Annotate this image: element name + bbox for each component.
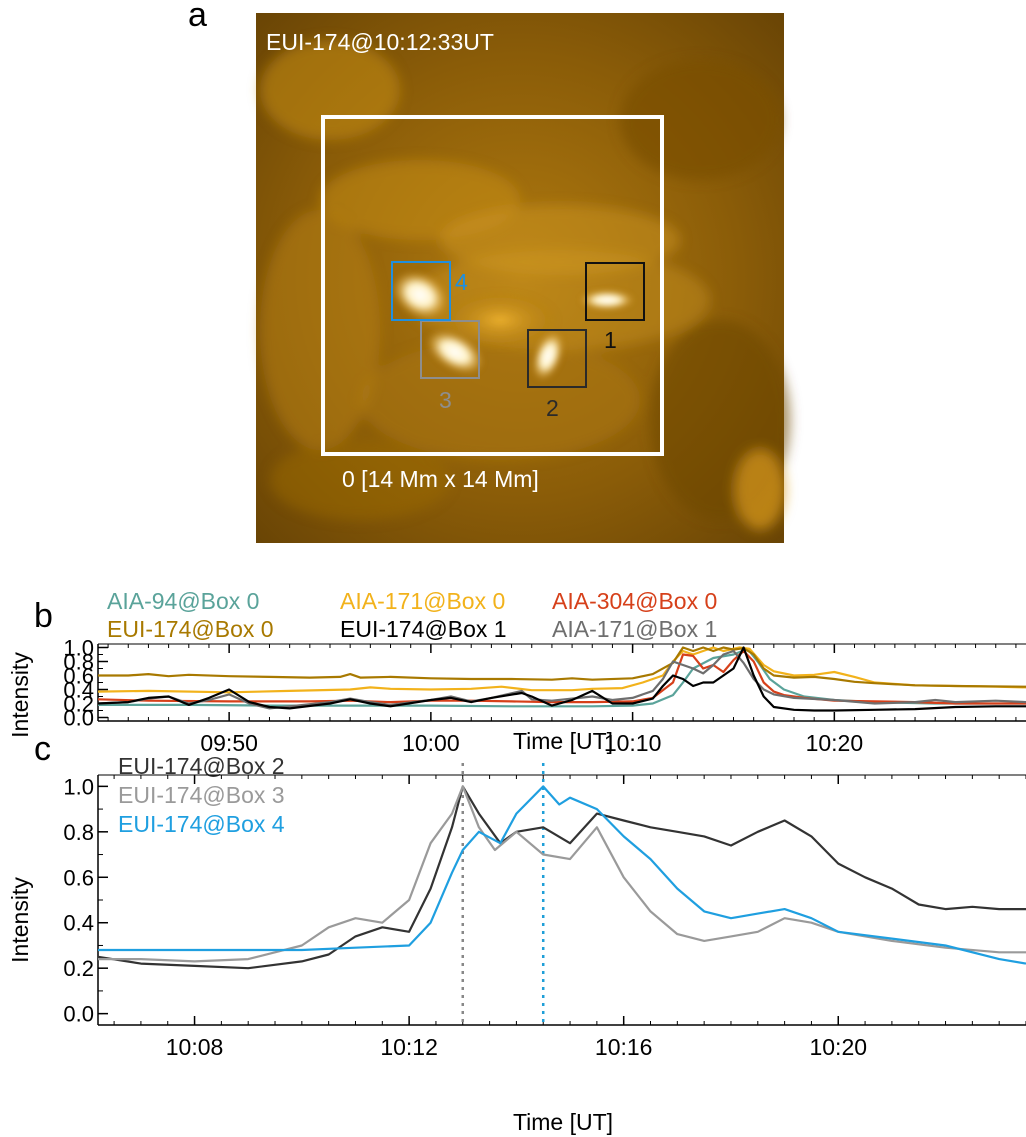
panel-b-letter: b — [34, 597, 53, 635]
panel-c-xlabel: Time [UT] — [513, 1109, 613, 1135]
box-4 — [391, 261, 451, 321]
panel-b-xlabel: Time [UT] — [513, 728, 613, 754]
p1-x-tick-label: 10:16 — [595, 1034, 653, 1060]
p1-y-tick-label: 0.4 — [63, 911, 94, 936]
p0-x-tick-label: 09:50 — [200, 730, 258, 756]
image-time-label: EUI-174@10:12:33UT — [266, 29, 494, 55]
p1-x-tick-label: 10:08 — [166, 1034, 224, 1060]
legend-aia94-box0: AIA-94@Box 0 — [107, 588, 259, 614]
p1-y-tick-label: 1.0 — [63, 774, 94, 799]
legend-aia171-box0: AIA-171@Box 0 — [340, 588, 505, 614]
legend-eui174-box0: EUI-174@Box 0 — [107, 616, 274, 642]
p0-x-tick-label: 10:00 — [402, 730, 460, 756]
p1-y-tick-label: 0.8 — [63, 820, 94, 845]
p0-y-tick-label: 0.6 — [63, 664, 94, 689]
p0-y-tick-label: 0.2 — [63, 692, 94, 717]
box-1 — [585, 262, 645, 321]
p0-y-tick-label: 0.8 — [63, 650, 94, 675]
p0-x-tick-label: 10:20 — [806, 730, 864, 756]
p0-x-tick-label: 10:10 — [604, 730, 662, 756]
panel-b: b AIA-94@Box 0 AIA-171@Box 0 AIA-304@Box… — [7, 588, 1026, 756]
euv-bright-kernels — [391, 270, 635, 381]
legend-eui174-box3: EUI-174@Box 3 — [118, 782, 285, 808]
box-3-label: 3 — [439, 387, 452, 413]
p0-series-line-1 — [97, 646, 1026, 694]
p0-series-line-3 — [98, 646, 1026, 688]
p0-series-line-5 — [97, 646, 1026, 712]
panel-c-ylabel: Intensity — [7, 877, 33, 963]
p1-y-tick-label: 0.0 — [63, 1002, 94, 1027]
legend-aia304-box0: AIA-304@Box 0 — [552, 588, 717, 614]
legend-eui174-box4: EUI-174@Box 4 — [118, 811, 285, 837]
panel-b-plot: 09:50 10:00 10:10 10:20 0.00.20.40.60.81.0 — [63, 636, 1026, 756]
panel-a-letter: a — [188, 0, 207, 34]
p1-y-tick-label: 0.2 — [63, 956, 94, 981]
p1-series-line-0 — [97, 785, 1026, 970]
legend-eui174-box1: EUI-174@Box 1 — [340, 616, 507, 642]
panel-b-legend: AIA-94@Box 0 AIA-171@Box 0 AIA-304@Box 0… — [107, 588, 717, 642]
legend-aia171-box1: AIA-171@Box 1 — [552, 616, 717, 642]
box-0 — [321, 115, 664, 456]
box-2-label: 2 — [546, 395, 559, 421]
p0-y-tick-label: 0.4 — [63, 678, 94, 703]
p1-x-tick-label: 10:20 — [809, 1034, 867, 1060]
p1-y-tick-label: 0.6 — [63, 865, 94, 890]
box-1-label: 1 — [604, 327, 617, 353]
euv-image: EUI-174@10:12:33UT 0 [14 Mm x 14 Mm] 1 2… — [256, 13, 790, 543]
panel-b-ylabel: Intensity — [7, 652, 33, 738]
panel-c-plot: 10:08 10:12 10:16 10:20 0.0 0.2 0.4 0.6 0.8 1.0 — [63, 763, 1026, 1060]
p0-y-tick-label: 0.0 — [63, 706, 94, 731]
panel-c-letter: c — [34, 730, 51, 768]
box-2 — [527, 329, 587, 388]
p1-x-tick-label: 10:12 — [380, 1034, 438, 1060]
panel-c-legend: EUI-174@Box 2 EUI-174@Box 3 EUI-174@Box … — [118, 753, 285, 837]
box-0-label: 0 [14 Mm x 14 Mm] — [342, 466, 539, 492]
panel-a: a EUI-174@10:12:33U — [188, 0, 790, 543]
p0-y-tick-label: 1.0 — [63, 636, 94, 661]
p1-series-line-2 — [98, 785, 1026, 965]
box-4-label: 4 — [455, 269, 468, 295]
p1-series-line-1 — [98, 785, 1026, 963]
panel-c: c EUI-174@Box 2 EUI-174@Box 3 EUI-174@Bo… — [7, 730, 1026, 1135]
